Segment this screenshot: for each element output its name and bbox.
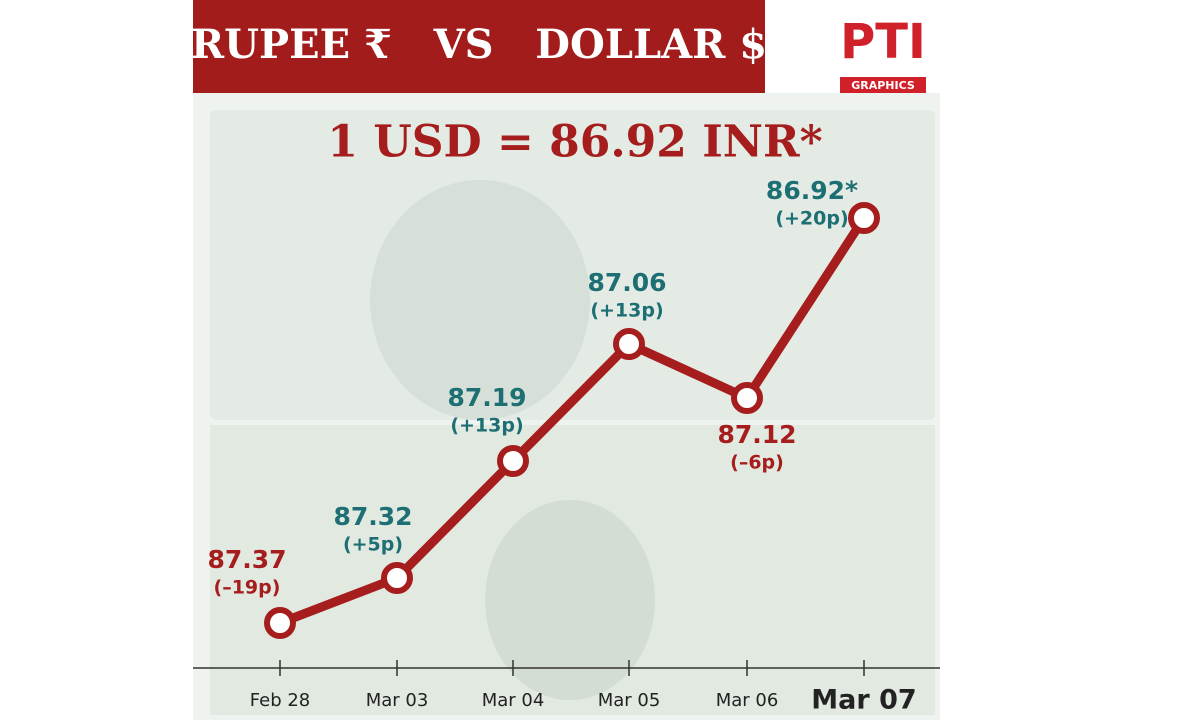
change-label: (+13p) <box>450 415 523 437</box>
logo-sub: GRAPHICS <box>851 79 915 92</box>
line <box>278 215 868 628</box>
portrait <box>370 180 590 420</box>
value-label: 86.92* <box>766 176 858 205</box>
change-label: (+5p) <box>343 534 403 556</box>
change-label: (+13p) <box>590 300 663 322</box>
point <box>497 445 529 477</box>
value-label: 87.37 <box>207 545 286 574</box>
change-label: (–19p) <box>214 577 281 599</box>
point <box>613 328 645 360</box>
change-label: (+20p) <box>775 208 848 230</box>
chart-title: RUPEE ₹ VS DOLLAR $ <box>191 21 767 68</box>
logo-band <box>840 77 926 93</box>
point <box>381 562 413 594</box>
x-tick-label: Mar 05 <box>598 690 661 711</box>
value-label: 87.12 <box>717 420 796 449</box>
title-banner <box>193 0 765 93</box>
x-tick-label: Mar 07 <box>811 685 916 716</box>
x-tick-label: Mar 04 <box>482 690 545 711</box>
x-tick-label: Feb 28 <box>250 690 311 711</box>
value-label: 87.06 <box>587 268 666 297</box>
headline: 1 USD = 86.92 INR* <box>327 117 822 168</box>
x-tick-label: Mar 03 <box>366 690 429 711</box>
logo: PTI <box>840 14 926 70</box>
portrait <box>485 500 655 700</box>
point <box>264 607 296 639</box>
point <box>731 382 763 414</box>
value-label: 87.32 <box>333 502 412 531</box>
point <box>848 202 880 234</box>
x-tick-label: Mar 06 <box>716 690 779 711</box>
value-label: 87.19 <box>447 383 526 412</box>
change-label: (–6p) <box>730 452 784 474</box>
